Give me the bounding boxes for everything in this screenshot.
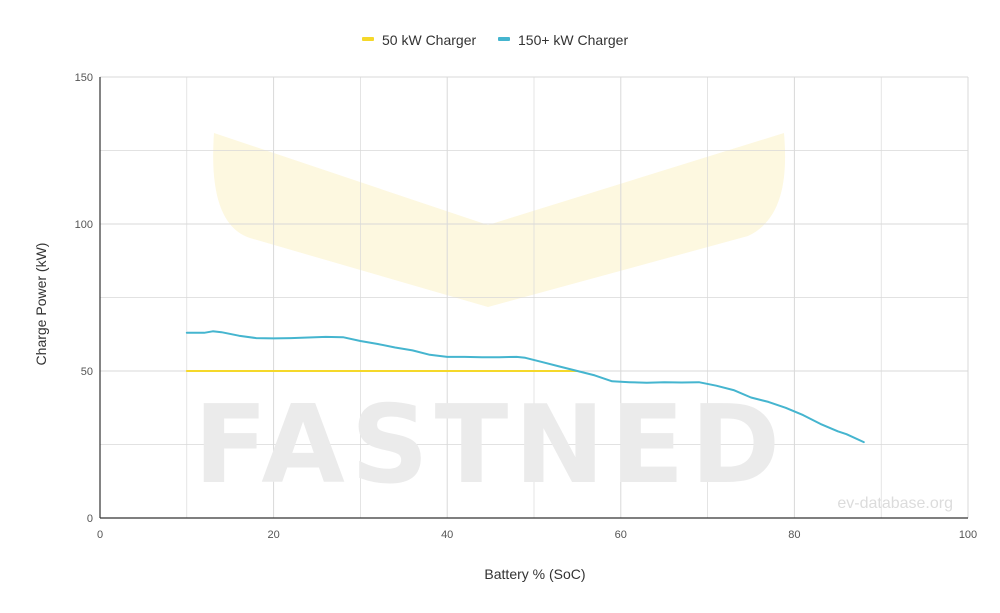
x-tick-label: 80 [788,529,800,541]
legend-label: 150+ kW Charger [518,32,628,48]
x-tick-label: 20 [267,529,279,541]
legend-swatch [498,37,510,41]
y-tick-label: 100 [75,219,93,231]
credit-watermark: ev-database.org [837,495,953,512]
series-lines [185,330,865,444]
x-tick-label: 100 [959,529,977,541]
axes [99,77,968,519]
x-tick-label: 40 [441,529,453,541]
legend-label: 50 kW Charger [382,32,476,48]
legend: 50 kW Charger 150+ kW Charger [362,32,628,48]
fastned-chevron-watermark [213,133,786,307]
x-tick-label: 60 [615,529,627,541]
tick-labels: 0 20 40 60 80 100 0 50 100 150 [75,72,978,541]
x-tick-label: 0 [97,529,103,541]
y-axis-title: Charge Power (kW) [33,243,49,366]
legend-swatch [362,37,374,41]
series-line-150kw [185,330,865,444]
fastned-logo-watermark: FASTNED [194,383,786,508]
y-tick-label: 0 [87,513,93,525]
x-axis-title: Battery % (SoC) [484,566,585,582]
y-tick-label: 50 [81,366,93,378]
y-tick-label: 150 [75,72,93,84]
